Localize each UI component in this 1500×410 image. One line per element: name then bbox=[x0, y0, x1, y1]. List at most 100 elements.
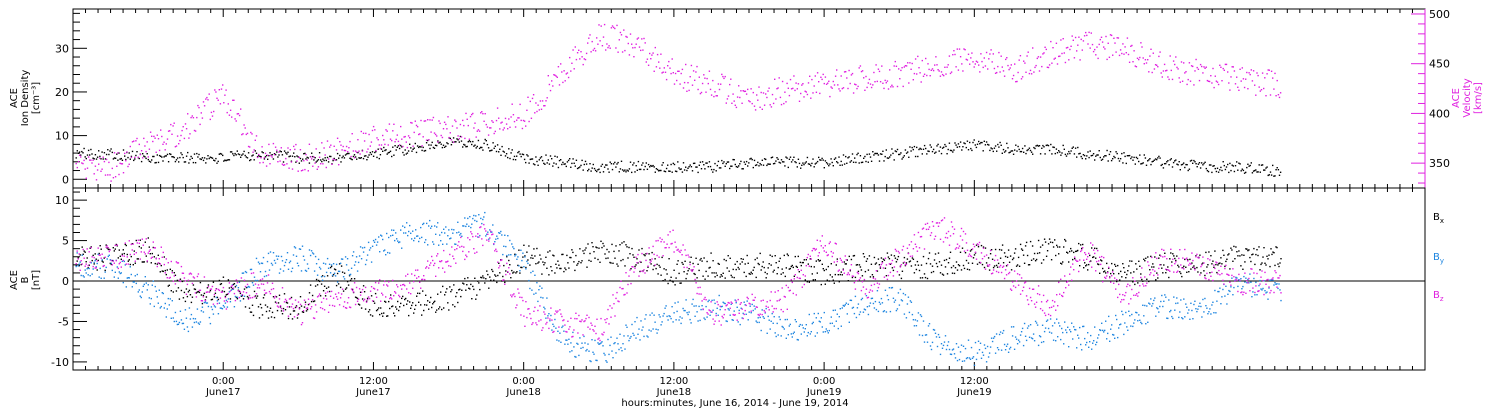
bx-point bbox=[656, 263, 658, 266]
velocity-point bbox=[371, 129, 374, 132]
by-point bbox=[723, 302, 725, 304]
velocity-point bbox=[1068, 59, 1070, 61]
density-point bbox=[1079, 152, 1081, 155]
density-point bbox=[943, 146, 945, 148]
bx-point bbox=[113, 250, 115, 252]
velocity-point bbox=[1030, 73, 1033, 75]
bx-point bbox=[1033, 252, 1036, 255]
by-point bbox=[417, 235, 419, 237]
velocity-point bbox=[499, 128, 501, 130]
density-point bbox=[540, 156, 543, 158]
by-point bbox=[710, 311, 712, 313]
density-point bbox=[1135, 156, 1138, 159]
velocity-point bbox=[233, 99, 235, 101]
velocity-point bbox=[462, 119, 464, 122]
by-point bbox=[181, 322, 184, 325]
bx-point bbox=[299, 296, 302, 298]
density-point bbox=[872, 151, 874, 153]
bx-point bbox=[983, 266, 986, 269]
by-point bbox=[603, 352, 605, 355]
bx-point bbox=[925, 262, 928, 265]
by-point bbox=[548, 313, 550, 315]
velocity-point bbox=[795, 82, 797, 84]
velocity-point bbox=[925, 57, 927, 60]
by-point bbox=[833, 325, 835, 327]
by-point bbox=[729, 314, 731, 316]
density-point bbox=[1158, 155, 1160, 158]
bx-point bbox=[296, 317, 299, 319]
density-point bbox=[549, 155, 552, 157]
bx-point bbox=[1012, 257, 1015, 259]
by-point bbox=[173, 320, 175, 323]
density-point bbox=[1205, 167, 1207, 170]
by-point bbox=[771, 312, 773, 315]
bx-point bbox=[560, 267, 562, 270]
velocity-point bbox=[1148, 71, 1150, 73]
velocity-point bbox=[259, 162, 261, 164]
velocity-point bbox=[113, 152, 116, 154]
velocity-point bbox=[1183, 62, 1185, 64]
density-point bbox=[311, 152, 313, 154]
velocity-point bbox=[620, 34, 623, 36]
velocity-point bbox=[280, 147, 282, 149]
velocity-point bbox=[1061, 52, 1063, 55]
density-point bbox=[178, 161, 180, 163]
velocity-point bbox=[713, 95, 715, 98]
velocity-point bbox=[387, 144, 389, 146]
bx-point bbox=[621, 242, 623, 244]
by-point bbox=[920, 315, 923, 318]
by-point bbox=[186, 326, 189, 328]
bx-point bbox=[168, 284, 170, 286]
velocity-point bbox=[855, 84, 857, 86]
by-point bbox=[707, 300, 709, 303]
density-point bbox=[718, 167, 721, 169]
velocity-point bbox=[1139, 56, 1141, 59]
velocity-point bbox=[1116, 37, 1118, 39]
density-point bbox=[261, 151, 263, 153]
by-point bbox=[1080, 343, 1082, 346]
density-point bbox=[674, 170, 677, 172]
by-point bbox=[693, 305, 695, 307]
by-point bbox=[1059, 325, 1061, 327]
velocity-point bbox=[1228, 82, 1230, 84]
by-point bbox=[178, 321, 181, 324]
bx-point bbox=[978, 261, 981, 264]
velocity-point bbox=[485, 123, 487, 126]
by-point bbox=[786, 318, 788, 321]
density-point bbox=[387, 152, 389, 154]
by-point bbox=[358, 255, 361, 257]
density-point bbox=[341, 156, 343, 159]
by-point bbox=[95, 266, 97, 268]
by-point bbox=[448, 229, 450, 231]
density-point bbox=[668, 170, 670, 172]
bx-point bbox=[303, 306, 306, 308]
density-point bbox=[215, 157, 217, 160]
by-point bbox=[278, 272, 281, 274]
velocity-point bbox=[394, 141, 396, 143]
by-point bbox=[425, 239, 427, 241]
density-point bbox=[544, 163, 546, 165]
velocity-point bbox=[1195, 58, 1197, 61]
by-point bbox=[107, 255, 109, 258]
by-point bbox=[296, 262, 299, 264]
velocity-point bbox=[1150, 48, 1152, 50]
density-point bbox=[518, 150, 520, 153]
bx-point bbox=[1272, 251, 1274, 253]
velocity-point bbox=[1094, 48, 1096, 51]
bx-point bbox=[1154, 256, 1156, 258]
by-point bbox=[519, 270, 521, 272]
velocity-point bbox=[1088, 31, 1090, 34]
velocity-point bbox=[945, 73, 947, 75]
by-point bbox=[1021, 327, 1024, 330]
density-point bbox=[1058, 150, 1060, 152]
bx-point bbox=[929, 263, 932, 265]
density-point bbox=[416, 145, 419, 147]
velocity-point bbox=[380, 144, 383, 146]
velocity-point bbox=[957, 69, 960, 71]
density-point bbox=[128, 152, 130, 154]
velocity-point bbox=[1122, 43, 1124, 45]
bx-point bbox=[576, 264, 578, 266]
by-point bbox=[789, 323, 791, 326]
velocity-point bbox=[600, 25, 602, 27]
density-point bbox=[1185, 163, 1187, 166]
